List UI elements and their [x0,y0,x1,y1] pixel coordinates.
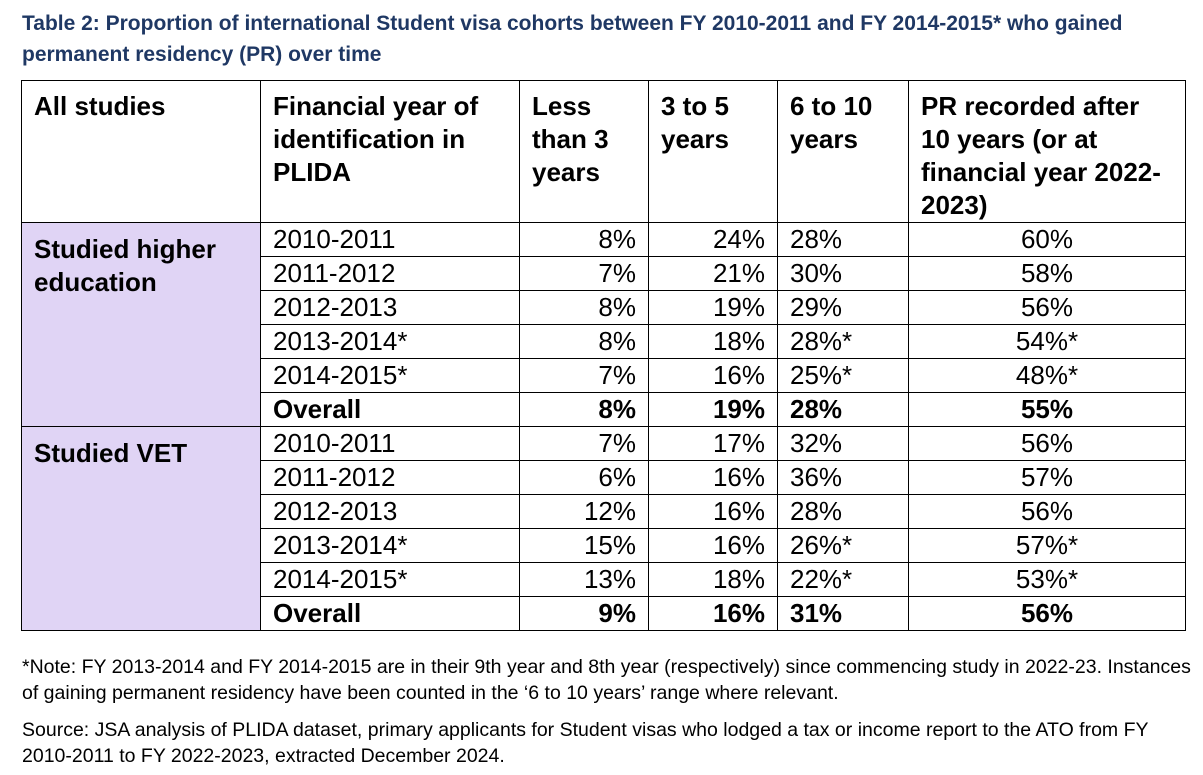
header-financial-year: Financial year of identification in PLID… [260,80,520,223]
cell-pr-after-10: 56% [908,426,1186,461]
cell-6-to-10: 31% [777,596,909,631]
cell-pr-after-10: 53%* [908,562,1186,597]
cell-3-to-5: 18% [648,324,778,359]
cell-3-to-5: 16% [648,494,778,529]
table-row-overall: Overall 8% 19% 28% 55% [22,392,1186,427]
cell-less-than-3: 7% [519,426,649,461]
cell-less-than-3: 12% [519,494,649,529]
group-label-vet: Studied VET [21,426,261,631]
cell-3-to-5: 16% [648,460,778,495]
cell-pr-after-10: 57%* [908,528,1186,563]
header-all-studies: All studies [21,80,261,223]
cell-financial-year: 2013-2014* [260,324,520,359]
table-note: *Note: FY 2013-2014 and FY 2014-2015 are… [22,656,1191,704]
cell-6-to-10: 28%* [777,324,909,359]
cell-less-than-3: 8% [519,324,649,359]
cell-6-to-10: 28% [777,222,909,257]
cell-pr-after-10: 58% [908,256,1186,291]
table-row: Studied higher education 2010-2011 8% 24… [21,222,1186,427]
cell-6-to-10: 36% [777,460,909,495]
table-row: 2014-2015* 7% 16% 25%* 48%* [22,358,1186,393]
cell-3-to-5: 19% [648,392,778,427]
cell-pr-after-10: 55% [908,392,1186,427]
cell-less-than-3: 8% [519,222,649,257]
cell-financial-year: Overall [260,392,520,427]
cell-financial-year: 2014-2015* [260,562,520,597]
cell-3-to-5: 24% [648,222,778,257]
cell-financial-year: 2011-2012 [260,460,520,495]
cell-6-to-10: 30% [777,256,909,291]
cell-6-to-10: 25%* [777,358,909,393]
table-row: 2012-2013 12% 16% 28% 56% [22,494,1186,529]
cell-3-to-5: 21% [648,256,778,291]
table-row: Studied VET 2010-2011 7% 17% 32% 56% [21,426,1186,631]
cell-3-to-5: 18% [648,562,778,597]
cell-financial-year: 2012-2013 [260,494,520,529]
cell-3-to-5: 19% [648,290,778,325]
header-row: All studies Financial year of identifica… [21,80,1186,223]
cell-3-to-5: 16% [648,596,778,631]
group-label-higher-education: Studied higher education [21,222,261,427]
table-source: Source: JSA analysis of PLIDA dataset, p… [22,719,1149,767]
cell-3-to-5: 17% [648,426,778,461]
cell-less-than-3: 8% [519,290,649,325]
header-3-to-5-years: 3 to 5 years [648,80,778,223]
cell-6-to-10: 29% [777,290,909,325]
cell-pr-after-10: 56% [908,596,1186,631]
cell-less-than-3: 7% [519,358,649,393]
cell-less-than-3: 15% [519,528,649,563]
cell-pr-after-10: 48%* [908,358,1186,393]
cell-financial-year: 2010-2011 [260,222,520,257]
cell-less-than-3: 6% [519,460,649,495]
cell-less-than-3: 8% [519,392,649,427]
table-row: 2013-2014* 15% 16% 26%* 57%* [22,528,1186,563]
cell-3-to-5: 16% [648,528,778,563]
data-table: All studies Financial year of identifica… [21,80,1186,631]
table-row: 2012-2013 8% 19% 29% 56% [22,290,1186,325]
cell-pr-after-10: 57% [908,460,1186,495]
cell-financial-year: 2012-2013 [260,290,520,325]
table-row: 2013-2014* 8% 18% 28%* 54%* [22,324,1186,359]
cell-pr-after-10: 60% [908,222,1186,257]
table-row-overall: Overall 9% 16% 31% 56% [22,596,1186,631]
cell-3-to-5: 16% [648,358,778,393]
cell-pr-after-10: 56% [908,290,1186,325]
cell-less-than-3: 9% [519,596,649,631]
cell-less-than-3: 7% [519,256,649,291]
cell-financial-year: 2013-2014* [260,528,520,563]
cell-financial-year: 2010-2011 [260,426,520,461]
cell-financial-year: 2014-2015* [260,358,520,393]
cell-6-to-10: 32% [777,426,909,461]
table-row: 2014-2015* 13% 18% 22%* 53%* [22,562,1186,597]
cell-financial-year: Overall [260,596,520,631]
cell-6-to-10: 28% [777,494,909,529]
header-pr-after-10-years: PR recorded after 10 years (or at financ… [908,80,1186,223]
table-caption: Table 2: Proportion of international Stu… [22,12,1123,66]
header-less-than-3-years: Less than 3 years [519,80,649,223]
cell-6-to-10: 22%* [777,562,909,597]
cell-pr-after-10: 56% [908,494,1186,529]
cell-6-to-10: 28% [777,392,909,427]
header-6-to-10-years: 6 to 10 years [777,80,909,223]
cell-pr-after-10: 54%* [908,324,1186,359]
cell-6-to-10: 26%* [777,528,909,563]
cell-less-than-3: 13% [519,562,649,597]
cell-financial-year: 2011-2012 [260,256,520,291]
